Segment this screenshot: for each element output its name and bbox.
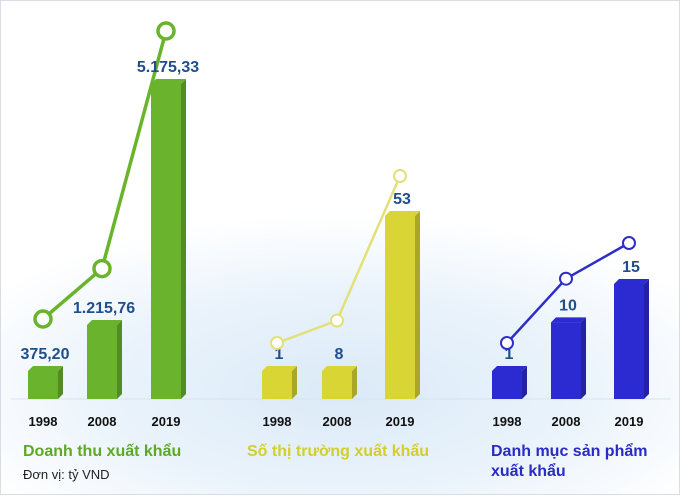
bar-top-1-0	[262, 366, 297, 371]
bar-side-2-1	[581, 317, 586, 399]
value-label-1-2: 53	[393, 191, 411, 208]
products-panel-title: Danh mục sản phẩm xuất khẩu	[491, 443, 648, 480]
bar-1-1	[322, 371, 352, 399]
bar-side-0-2	[181, 79, 186, 399]
value-label-2-1: 10	[559, 297, 577, 314]
bar-top-1-1	[322, 366, 357, 371]
line-marker-1-2	[393, 169, 407, 183]
bar-side-0-1	[117, 320, 122, 399]
bar-0-1	[87, 325, 117, 399]
tick-label-2-2: 2019	[615, 414, 644, 429]
tick-label-1-1: 2008	[323, 414, 352, 429]
bar-top-0-2	[151, 79, 186, 84]
value-label-0-0: 375,20	[21, 346, 70, 363]
bar-2-1	[551, 322, 581, 399]
value-label-2-2: 15	[622, 259, 640, 276]
panel-0: 375,20 1998 1.215,76 2008 5.175,33 2019	[21, 21, 199, 429]
value-label-2-0: 1	[505, 346, 514, 363]
bar-0-0	[28, 371, 58, 399]
tick-label-2-0: 1998	[493, 414, 522, 429]
bar-side-1-2	[415, 211, 420, 399]
value-label-0-2: 5.175,33	[137, 59, 199, 76]
tick-label-1-2: 2019	[386, 414, 415, 429]
line-marker-0-0	[33, 309, 53, 329]
value-label-1-0: 1	[275, 346, 284, 363]
tick-label-0-1: 2008	[88, 414, 117, 429]
bar-top-0-0	[28, 366, 63, 371]
tick-label-1-0: 1998	[263, 414, 292, 429]
line-marker-1-1	[330, 313, 344, 328]
bar-0-2	[151, 84, 181, 399]
bar-top-0-1	[87, 320, 122, 326]
bar-top-2-1	[551, 317, 586, 323]
bar-side-1-0	[292, 366, 297, 399]
bar-1-0	[262, 371, 292, 399]
tick-label-2-1: 2008	[552, 414, 581, 429]
tick-label-0-2: 2019	[152, 414, 181, 429]
panel-1: 1 1998 8 2008 53 2019	[262, 169, 420, 429]
revenue-panel-title: Doanh thu xuất khẩu	[23, 443, 182, 460]
bar-top-1-2	[385, 211, 420, 216]
bar-side-2-0	[522, 366, 527, 399]
bar-top-2-0	[492, 366, 527, 371]
bar-1-2	[385, 216, 415, 399]
bar-2-2	[614, 284, 644, 399]
line-marker-1-0	[270, 336, 284, 350]
bar-side-2-2	[644, 279, 649, 399]
value-label-1-1: 8	[335, 346, 344, 363]
bar-2-0	[492, 371, 522, 399]
line-marker-2-0	[500, 336, 514, 350]
line-marker-0-1	[92, 258, 112, 279]
line-marker-2-1	[559, 271, 573, 286]
line-marker-2-2	[622, 236, 636, 250]
line-marker-0-2	[156, 21, 176, 41]
bar-side-1-1	[352, 366, 357, 399]
bar-top-2-2	[614, 279, 649, 284]
tick-label-0-0: 1998	[29, 414, 58, 429]
unit-note: Đơn vị: tỷ VND	[23, 467, 110, 482]
bar-side-0-0	[58, 366, 63, 399]
value-label-0-1: 1.215,76	[73, 300, 135, 317]
markets-panel-title: Số thị trường xuất khẩu	[247, 443, 430, 460]
panel-2: 1 1998 10 2008 15 2019	[492, 236, 649, 429]
